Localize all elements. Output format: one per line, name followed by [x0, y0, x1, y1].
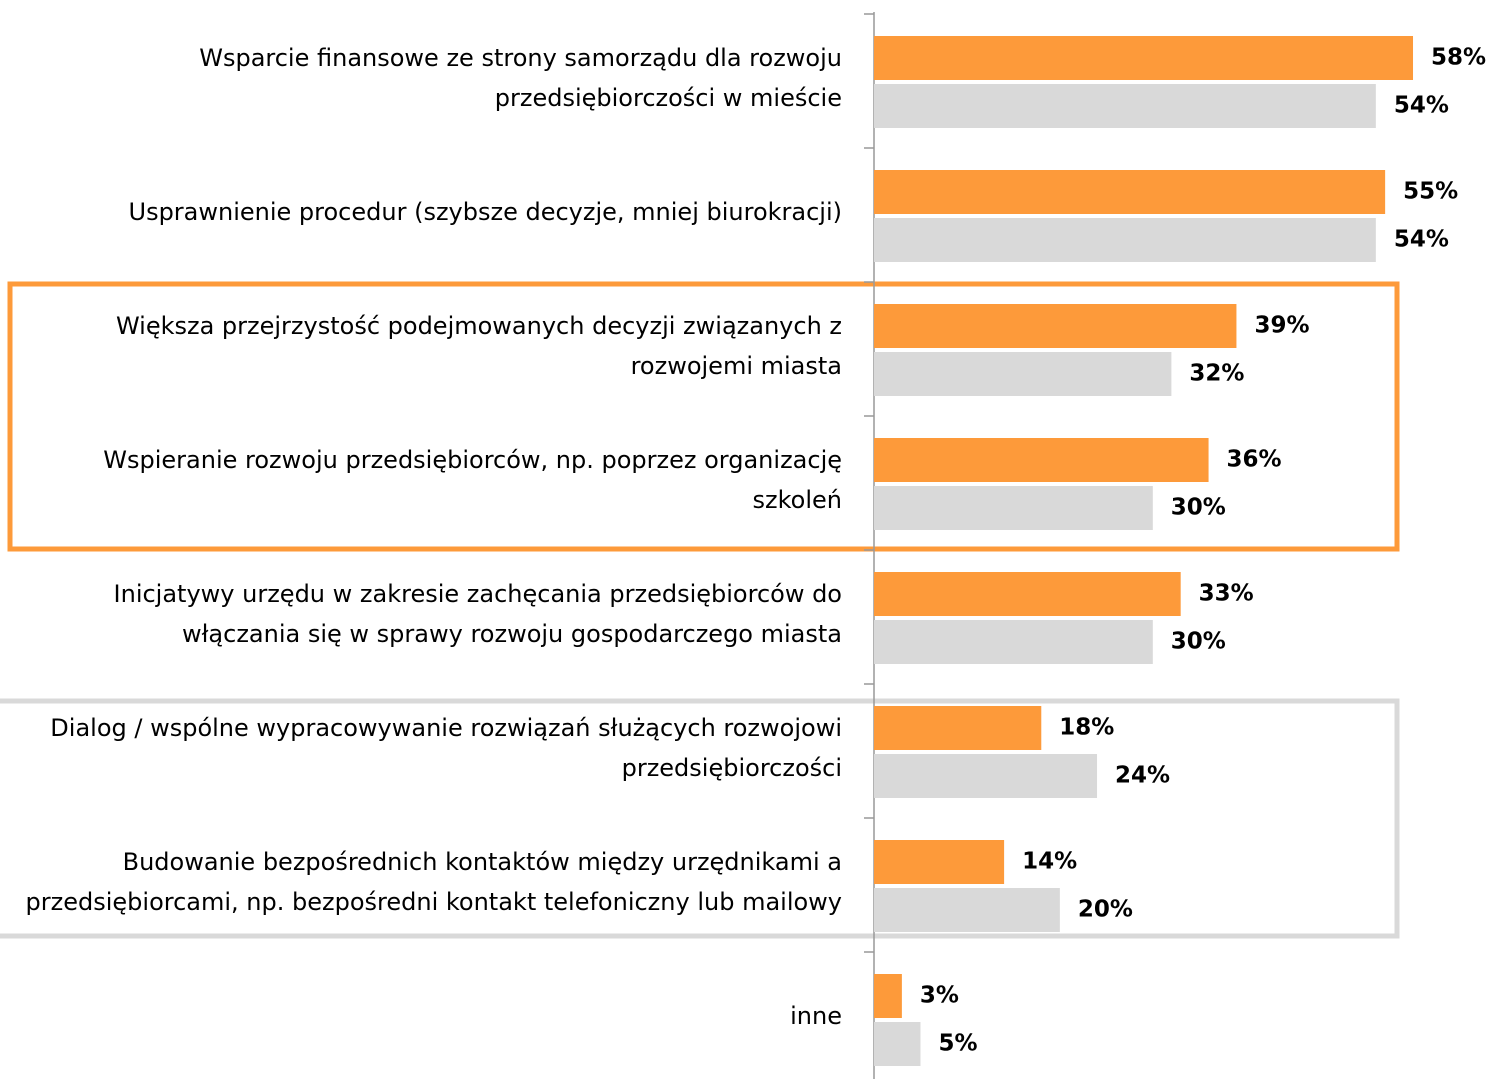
bar [874, 974, 902, 1018]
highlight-box [7, 281, 1400, 552]
highlight-box [0, 698, 1400, 939]
bar [874, 754, 1098, 798]
value-label: 14% [1022, 849, 1077, 875]
value-label: 58% [1431, 45, 1486, 71]
bar [874, 218, 1376, 262]
bar [874, 888, 1060, 932]
category-label: Dialog / wspólne wypracowywanie rozwiąza… [50, 714, 842, 742]
category-label: Budowanie bezpośrednich kontaktów między… [123, 848, 842, 876]
bar [874, 352, 1172, 396]
value-label: 54% [1394, 227, 1449, 253]
category-label: szkoleń [753, 486, 842, 514]
category-label: Wsparcie finansowe ze strony samorządu d… [199, 44, 842, 72]
value-label: 39% [1254, 313, 1309, 339]
value-label: 20% [1078, 897, 1133, 923]
axis [864, 12, 875, 1079]
bar [874, 438, 1209, 482]
bar [874, 304, 1237, 348]
category-label: rozwojemi miasta [631, 352, 842, 380]
value-label: 18% [1059, 715, 1114, 741]
category-label: przedsiębiorcami, np. bezpośredni kontak… [26, 888, 842, 916]
bar [874, 1022, 921, 1066]
bar [874, 84, 1376, 128]
value-label: 30% [1171, 495, 1226, 521]
bar [874, 840, 1005, 884]
value-label: 32% [1189, 361, 1244, 387]
value-label: 33% [1199, 581, 1254, 607]
category-label: włączania się w sprawy rozwoju gospodarc… [182, 620, 842, 648]
bar [874, 620, 1153, 664]
category-label: przedsiębiorczości [622, 754, 842, 782]
category-label: Wspieranie rozwoju przedsiębiorców, np. … [103, 446, 842, 474]
value-label: 36% [1227, 447, 1282, 473]
category-label: inne [790, 1002, 842, 1030]
bar [874, 36, 1414, 80]
value-label: 55% [1403, 179, 1458, 205]
bar [874, 170, 1386, 214]
bar [874, 706, 1042, 750]
bar [874, 486, 1153, 530]
value-label: 5% [938, 1031, 977, 1057]
category-label: Inicjatywy urzędu w zakresie zachęcania … [114, 580, 842, 608]
category-label: Większa przejrzystość podejmowanych decy… [116, 312, 842, 340]
value-label: 54% [1394, 93, 1449, 119]
value-label: 3% [920, 983, 959, 1009]
category-label: Usprawnienie procedur (szybsze decyzje, … [129, 198, 843, 226]
value-label: 24% [1115, 763, 1170, 789]
value-label: 30% [1171, 629, 1226, 655]
category-label: przedsiębiorczości w mieście [495, 84, 842, 112]
bar [874, 572, 1181, 616]
